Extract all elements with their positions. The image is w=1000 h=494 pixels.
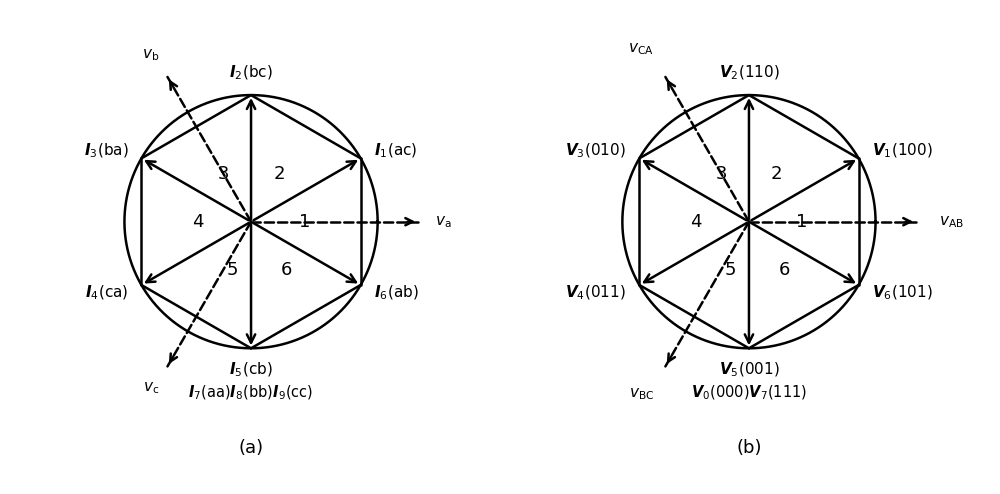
Text: $v_{\mathrm{c}}$: $v_{\mathrm{c}}$: [143, 381, 159, 396]
Text: 5: 5: [724, 261, 736, 279]
Text: 2: 2: [273, 165, 285, 183]
Text: $v_{\mathrm{b}}$: $v_{\mathrm{b}}$: [142, 47, 159, 63]
Text: $\boldsymbol{V}_1$(100): $\boldsymbol{V}_1$(100): [872, 142, 933, 160]
Text: $v_{\mathrm{a}}$: $v_{\mathrm{a}}$: [435, 214, 451, 230]
Text: $\boldsymbol{V}_3$(010): $\boldsymbol{V}_3$(010): [565, 142, 626, 160]
Text: 5: 5: [226, 261, 238, 279]
Text: 1: 1: [299, 213, 310, 231]
Text: $v_{\mathrm{AB}}$: $v_{\mathrm{AB}}$: [939, 214, 964, 230]
Text: 1: 1: [796, 213, 808, 231]
Text: 2: 2: [771, 165, 783, 183]
Text: $\boldsymbol{I}_4$(ca): $\boldsymbol{I}_4$(ca): [85, 284, 128, 302]
Text: 3: 3: [715, 165, 727, 183]
Text: $\boldsymbol{I}_6$(ab): $\boldsymbol{I}_6$(ab): [374, 284, 418, 302]
Text: 6: 6: [281, 261, 292, 279]
Text: $\boldsymbol{I}_1$(ac): $\boldsymbol{I}_1$(ac): [374, 142, 417, 160]
Text: $\boldsymbol{V}_6$(101): $\boldsymbol{V}_6$(101): [872, 284, 933, 302]
Text: 4: 4: [192, 213, 204, 231]
Text: $\boldsymbol{V}_0$(000)$\boldsymbol{V}_7$(111): $\boldsymbol{V}_0$(000)$\boldsymbol{V}_7…: [691, 384, 807, 402]
Text: 4: 4: [690, 213, 702, 231]
Text: $v_{\mathrm{CA}}$: $v_{\mathrm{CA}}$: [628, 41, 654, 57]
Text: $\boldsymbol{I}_2$(bc): $\boldsymbol{I}_2$(bc): [229, 64, 273, 82]
Text: $v_{\mathrm{BC}}$: $v_{\mathrm{BC}}$: [629, 386, 654, 402]
Text: 6: 6: [779, 261, 790, 279]
Text: $\boldsymbol{I}_3$(ba): $\boldsymbol{I}_3$(ba): [84, 142, 128, 160]
Text: $\boldsymbol{I}_5$(cb): $\boldsymbol{I}_5$(cb): [229, 361, 273, 379]
Text: 3: 3: [217, 165, 229, 183]
Text: $\boldsymbol{V}_4$(011): $\boldsymbol{V}_4$(011): [565, 284, 626, 302]
Text: (a): (a): [238, 440, 264, 457]
Text: $\boldsymbol{V}_2$(110): $\boldsymbol{V}_2$(110): [719, 64, 779, 82]
Text: $\boldsymbol{V}_5$(001): $\boldsymbol{V}_5$(001): [719, 361, 779, 379]
Text: $\boldsymbol{I}_7$(aa)$\boldsymbol{I}_8$(bb)$\boldsymbol{I}_9$(cc): $\boldsymbol{I}_7$(aa)$\boldsymbol{I}_8$…: [188, 384, 314, 402]
Text: (b): (b): [736, 440, 762, 457]
